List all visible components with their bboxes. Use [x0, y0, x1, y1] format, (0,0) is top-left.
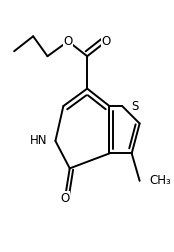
Text: O: O	[60, 192, 70, 205]
Text: CH₃: CH₃	[149, 174, 171, 187]
Text: S: S	[132, 100, 139, 113]
Text: O: O	[102, 35, 111, 48]
Text: HN: HN	[30, 135, 48, 147]
Text: O: O	[64, 35, 73, 48]
